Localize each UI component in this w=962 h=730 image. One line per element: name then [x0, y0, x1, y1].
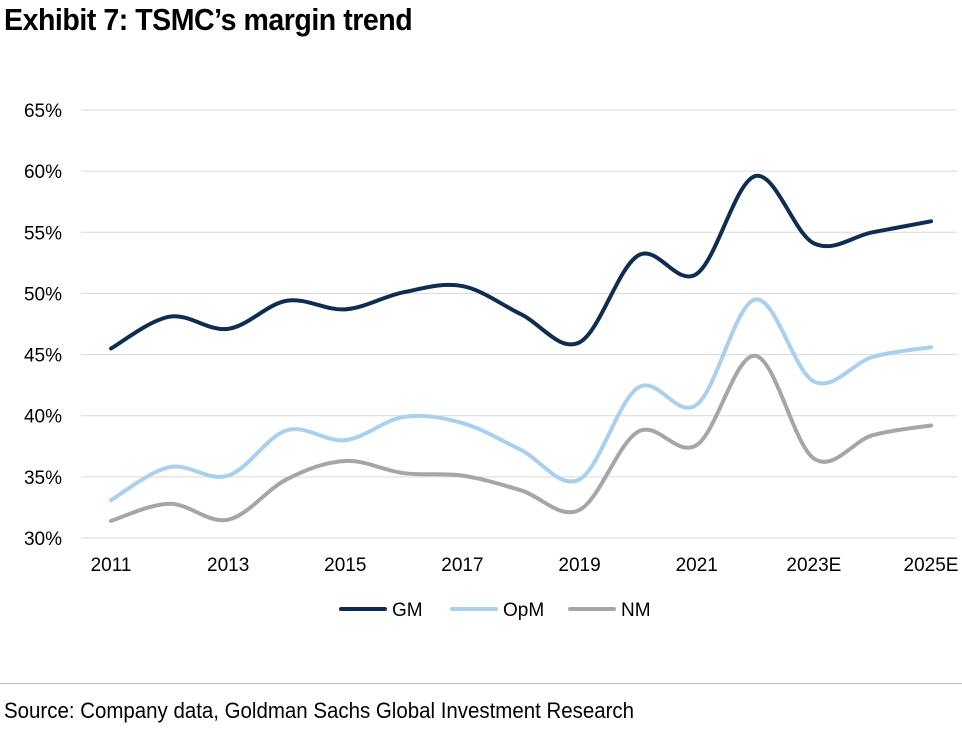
- x-tick-label: 2011: [91, 555, 132, 576]
- x-tick-label: 2019: [558, 555, 600, 576]
- gridlines: [81, 109, 957, 539]
- x-tick-label: 2023E: [786, 555, 841, 576]
- y-tick-label: 45%: [24, 346, 62, 367]
- divider-line: [0, 683, 962, 684]
- legend-label-opm: OpM: [503, 600, 544, 621]
- legend: GM OpM NM: [339, 600, 651, 621]
- x-tick-label: 2017: [441, 555, 483, 576]
- x-tick-label: 2021: [676, 555, 718, 576]
- x-tick-label: 2025E: [904, 555, 959, 576]
- chart-title: Exhibit 7: TSMC’s margin trend: [4, 2, 413, 37]
- y-tick-label: 40%: [24, 407, 62, 428]
- y-tick-label: 60%: [24, 162, 62, 183]
- y-tick-label: 65%: [24, 101, 62, 122]
- series-line-nm: [109, 353, 933, 523]
- series-line-gm: [109, 174, 933, 351]
- x-axis-tick-labels: 2011 2013 2015 2017 2019 2021 2023E 2025E: [91, 555, 959, 576]
- series-lines: [109, 174, 933, 523]
- x-tick-label: 2015: [324, 555, 366, 576]
- source-note: Source: Company data, Goldman Sachs Glob…: [4, 698, 635, 723]
- series-line-opm: [109, 297, 933, 503]
- y-tick-label: 35%: [24, 468, 62, 489]
- legend-label-gm: GM: [392, 600, 423, 621]
- y-tick-label: 30%: [24, 529, 62, 550]
- legend-label-nm: NM: [621, 600, 651, 621]
- y-tick-label: 50%: [24, 284, 62, 305]
- line-chart: 30%35%40%45%50%55%60%65% 2011 2013 2015 201…: [24, 101, 959, 621]
- y-tick-label: 55%: [24, 223, 62, 244]
- x-tick-label: 2013: [207, 555, 249, 576]
- y-axis-tick-labels: 30% 35% 40% 45% 50% 55% 60% 65%: [24, 101, 62, 550]
